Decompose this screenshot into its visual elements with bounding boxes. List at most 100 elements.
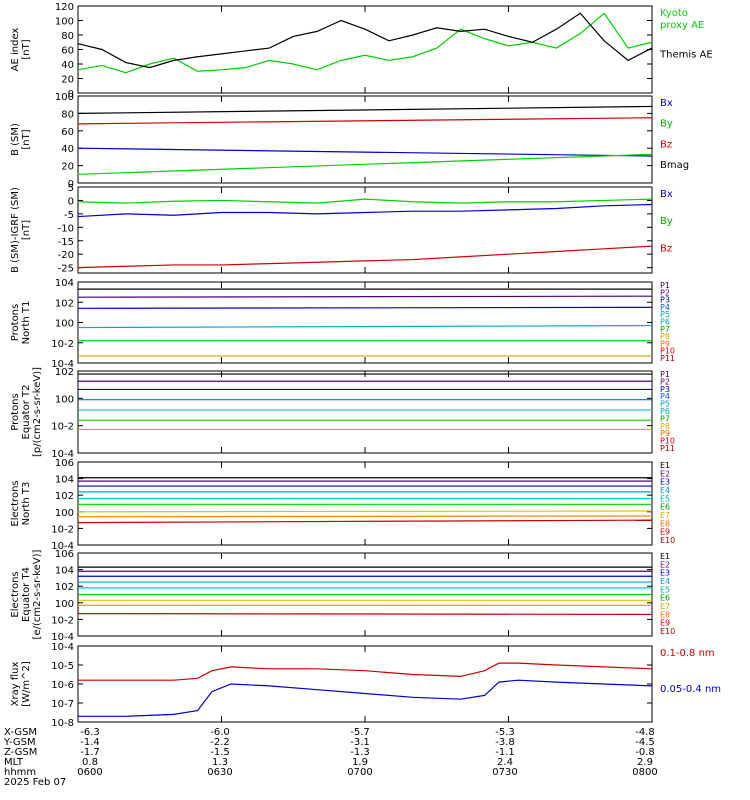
- y-tick-label: 20: [61, 162, 74, 173]
- series-line: [77, 12, 653, 74]
- legend-entry: E7: [660, 602, 670, 611]
- y-tick-label: 10-4: [51, 642, 74, 653]
- legend-entry: E10: [660, 627, 675, 636]
- legend-entry: P4: [660, 303, 670, 312]
- series-line: [77, 295, 653, 298]
- legend-entry: E8: [660, 610, 670, 619]
- y-tick-label: -5: [64, 210, 74, 221]
- y-axis-label: [e/(cm2-s-sr-keV)]: [32, 549, 43, 639]
- series-line: [77, 105, 653, 114]
- footer-value: -6.0: [210, 727, 230, 738]
- footer-value: -5.7: [350, 727, 370, 738]
- legend-entry: P5: [660, 310, 670, 319]
- series-line: [77, 117, 653, 125]
- footer-value: 0.8: [82, 757, 98, 768]
- legend-entry: E4: [660, 577, 670, 586]
- legend-entry: By: [660, 216, 673, 227]
- legend-entry: P4: [660, 392, 670, 401]
- panel-frame: [77, 461, 653, 546]
- legend-entry: E4: [660, 486, 670, 495]
- series-line: [77, 198, 653, 204]
- y-tick-label: -25: [58, 264, 74, 275]
- y-axis-label: [nT]: [21, 39, 32, 59]
- y-tick-label: 100: [55, 599, 74, 610]
- legend-entry: E10: [660, 536, 675, 545]
- legend-entry: Bz: [660, 243, 672, 254]
- footer-value: -2.2: [210, 737, 230, 748]
- legend-entry: P7: [660, 414, 670, 423]
- y-axis-label: Equator T4: [21, 567, 32, 622]
- legend-entry: E3: [660, 478, 670, 487]
- y-tick-label: 10-2: [51, 339, 74, 350]
- footer-value: 0730: [492, 767, 517, 778]
- footer-row-label: X-GSM: [4, 727, 37, 738]
- y-tick-label: 102: [55, 298, 74, 309]
- legend-entry: P7: [660, 325, 670, 334]
- footer-value: -4.8: [635, 727, 655, 738]
- footer-row-label: Z-GSM: [4, 747, 37, 758]
- footer-date: 2025 Feb 07: [4, 777, 66, 788]
- legend-entry: P6: [660, 407, 670, 416]
- y-tick-label: 10-7: [51, 699, 74, 710]
- y-tick-label: 106: [55, 549, 74, 560]
- footer-value: 0800: [632, 767, 657, 778]
- legend-entry: E2: [660, 560, 670, 569]
- legend-entry: Kyoto: [660, 8, 688, 19]
- y-tick-label: 106: [55, 458, 74, 469]
- y-tick-label: -15: [58, 237, 74, 248]
- legend-entry: E2: [660, 469, 670, 478]
- footer-value: -5.3: [495, 727, 515, 738]
- footer-value: 0630: [207, 767, 232, 778]
- series-line: [77, 324, 653, 329]
- y-tick-label: -10: [58, 223, 74, 234]
- series-line: [77, 306, 653, 309]
- y-axis-label: [nT]: [21, 220, 32, 240]
- y-tick-label: 5: [68, 183, 74, 194]
- footer-value: 1.3: [212, 757, 228, 768]
- y-tick-label: 60: [61, 46, 74, 57]
- legend-entry: Bx: [660, 189, 673, 200]
- legend-entry: By: [660, 119, 673, 130]
- legend-entry: P3: [660, 296, 670, 305]
- y-axis-label: B (SM): [10, 123, 21, 156]
- y-tick-label: 10-8: [51, 718, 74, 729]
- y-tick-label: 0: [68, 89, 74, 100]
- legend-entry: P9: [660, 339, 670, 348]
- y-tick-label: 0: [68, 179, 74, 190]
- legend-entry: Bx: [660, 98, 673, 109]
- y-axis-label: North T3: [21, 482, 32, 526]
- footer-value: 1.9: [352, 757, 368, 768]
- y-tick-label: 10-4: [51, 632, 74, 643]
- y-axis-label: [W/m^2]: [21, 661, 32, 707]
- series-line: [78, 662, 653, 681]
- legend-entry: E1: [660, 461, 670, 470]
- legend-entry: P1: [660, 370, 670, 379]
- y-tick-label: 40: [61, 60, 74, 71]
- series-line: [77, 510, 653, 513]
- legend-entry: P2: [660, 288, 670, 297]
- footer-value: -3.1: [350, 737, 370, 748]
- y-axis-label: Protons: [10, 304, 21, 341]
- y-axis-label: Electrons: [10, 480, 21, 526]
- legend-entry: P5: [660, 400, 670, 409]
- y-tick-label: 104: [55, 566, 74, 577]
- footer-value: 2.4: [497, 757, 513, 768]
- y-axis-label: [nT]: [21, 129, 32, 149]
- y-tick-label: 10-5: [51, 661, 74, 672]
- footer-row-label: hhmm: [4, 767, 36, 778]
- panel-frame: [77, 95, 653, 184]
- y-tick-label: 80: [61, 31, 74, 42]
- footer-value: -4.5: [635, 737, 655, 748]
- panel-frame: [77, 645, 653, 723]
- legend-entry: proxy AE: [660, 20, 704, 31]
- footer-value: -1.7: [80, 747, 100, 758]
- footer-value: -1.1: [495, 747, 515, 758]
- legend-entry: E1: [660, 552, 670, 561]
- y-tick-label: 80: [61, 109, 74, 120]
- y-tick-label: 10-4: [51, 449, 74, 460]
- legend-entry: P1: [660, 281, 670, 290]
- series-line: [77, 245, 653, 269]
- footer-value: 0700: [347, 767, 372, 778]
- footer-row-label: Y-GSM: [3, 737, 36, 748]
